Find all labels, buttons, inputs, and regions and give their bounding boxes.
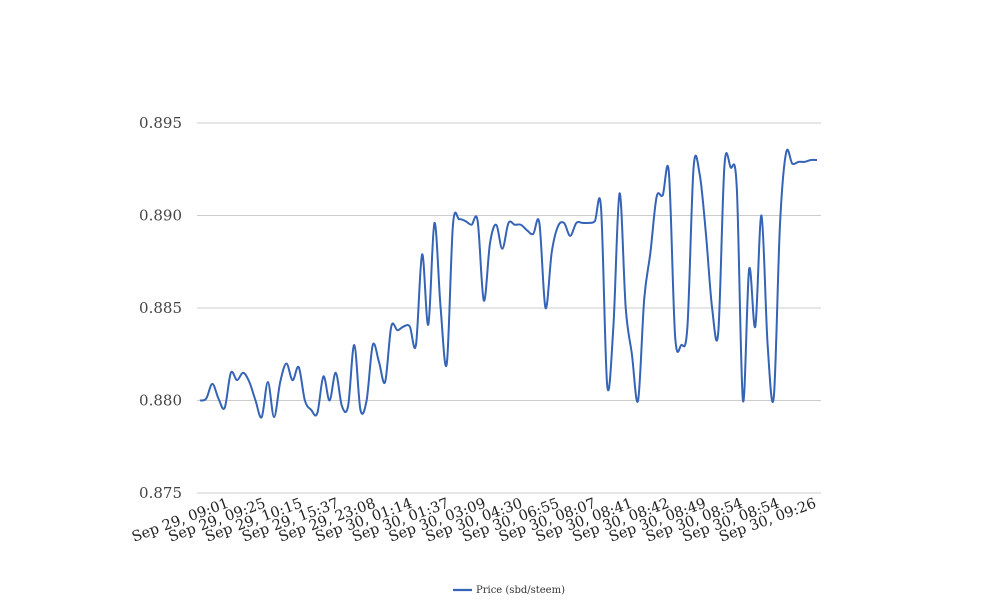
y-axis-ticks: 0.875 0.880 0.885 0.890 0.895 (139, 114, 182, 502)
legend: Price (sbd/steem) (453, 585, 565, 596)
y-tick-label: 0.885 (139, 299, 182, 317)
y-tick-label: 0.895 (139, 114, 182, 132)
y-tick-label: 0.890 (139, 207, 182, 225)
y-tick-label: 0.875 (139, 484, 182, 502)
series-lines (199, 148, 818, 419)
gridlines (197, 122, 821, 494)
y-tick-label: 0.880 (139, 392, 182, 410)
legend-label: Price (sbd/steem) (476, 585, 565, 596)
series-line-price (199, 148, 818, 419)
